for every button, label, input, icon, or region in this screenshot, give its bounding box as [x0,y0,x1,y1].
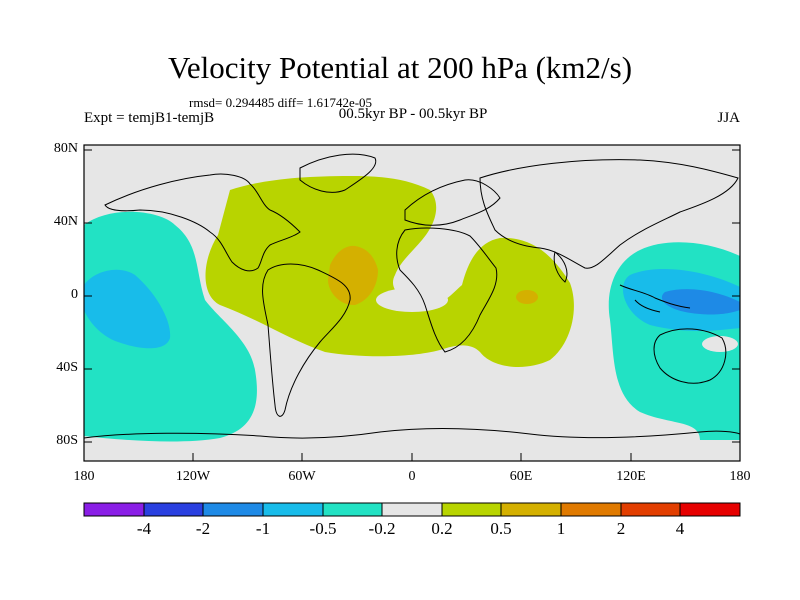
colorbar-label: 4 [675,519,685,538]
pos-contour-atlantic [205,176,574,367]
colorbar-box [143,502,204,517]
y-tick-label: 80N [53,141,78,156]
colorbar-box [620,502,681,517]
greenland-coast [299,153,377,193]
australia-coast [653,328,727,384]
north-america-coast [104,173,301,272]
colorbar-box [381,502,443,517]
y-tick-label: 40S [56,360,78,375]
colorbar-box [202,502,264,517]
antarctica-coast [84,427,740,439]
contour-field [84,145,740,461]
colorbar-label: -2 [195,519,211,538]
colorbar-box [441,502,502,517]
colorbar-label: 0.2 [431,519,453,538]
pos-contour-indian-core [516,290,538,304]
colorbar-label: -0.2 [368,519,396,538]
asia-coast [479,159,739,269]
x-tick-label: 60E [509,469,533,484]
y-axis-ticks [84,149,740,443]
plot-title: Velocity Potential at 200 hPa (km2/s) [167,50,633,85]
pos-contour-south-atlantic-core [328,245,378,306]
colorbar-box [322,502,383,517]
coastlines [84,153,740,439]
india-coast [553,251,568,283]
x-tick-label: 180 [729,469,751,484]
maritime-continent-coast [619,284,691,313]
south-america-coast [262,263,351,417]
colorbar-label: -0.5 [309,519,337,538]
y-tick-label: 0 [71,287,78,302]
season-label: JJA [717,110,740,126]
x-axis-ticks [83,453,741,461]
colorbar-label: -4 [136,519,152,538]
neutral-hole-equatorial-atlantic [376,288,448,312]
colorbar-box [500,502,562,517]
colorbar-box [560,502,622,517]
experiment-label: Expt = temjB1-temjB [84,110,215,126]
x-tick-label: 120E [616,469,646,484]
neutral-hole-pacific [702,336,738,352]
neg-contour-east-pacific-core [84,269,171,349]
y-tick-label: 40N [53,214,78,229]
colorbar-label: 2 [616,519,626,538]
africa-coast [396,227,498,353]
x-tick-label: 120W [175,469,211,484]
colorbar [83,502,741,517]
neg-contour-west-pacific-inner [661,289,740,315]
x-tick-label: 180 [73,469,95,484]
neg-contour-east-pacific [84,211,257,442]
europe-coast [404,179,501,226]
colorbar-box [83,502,145,517]
x-tick-label: 0 [408,469,416,484]
period-label: 00.5kyr BP - 00.5kyr BP [338,106,488,122]
x-tick-label: 60W [288,469,316,484]
colorbar-box [679,502,741,517]
colorbar-label: 1 [556,519,566,538]
colorbar-label: 0.5 [490,519,512,538]
colorbar-box [262,502,324,517]
rmsd-diff-stats: rmsd= 0.294485 diff= 1.61742e-05 [189,95,373,110]
colorbar-label: -1 [255,519,271,538]
y-tick-label: 80S [56,433,78,448]
